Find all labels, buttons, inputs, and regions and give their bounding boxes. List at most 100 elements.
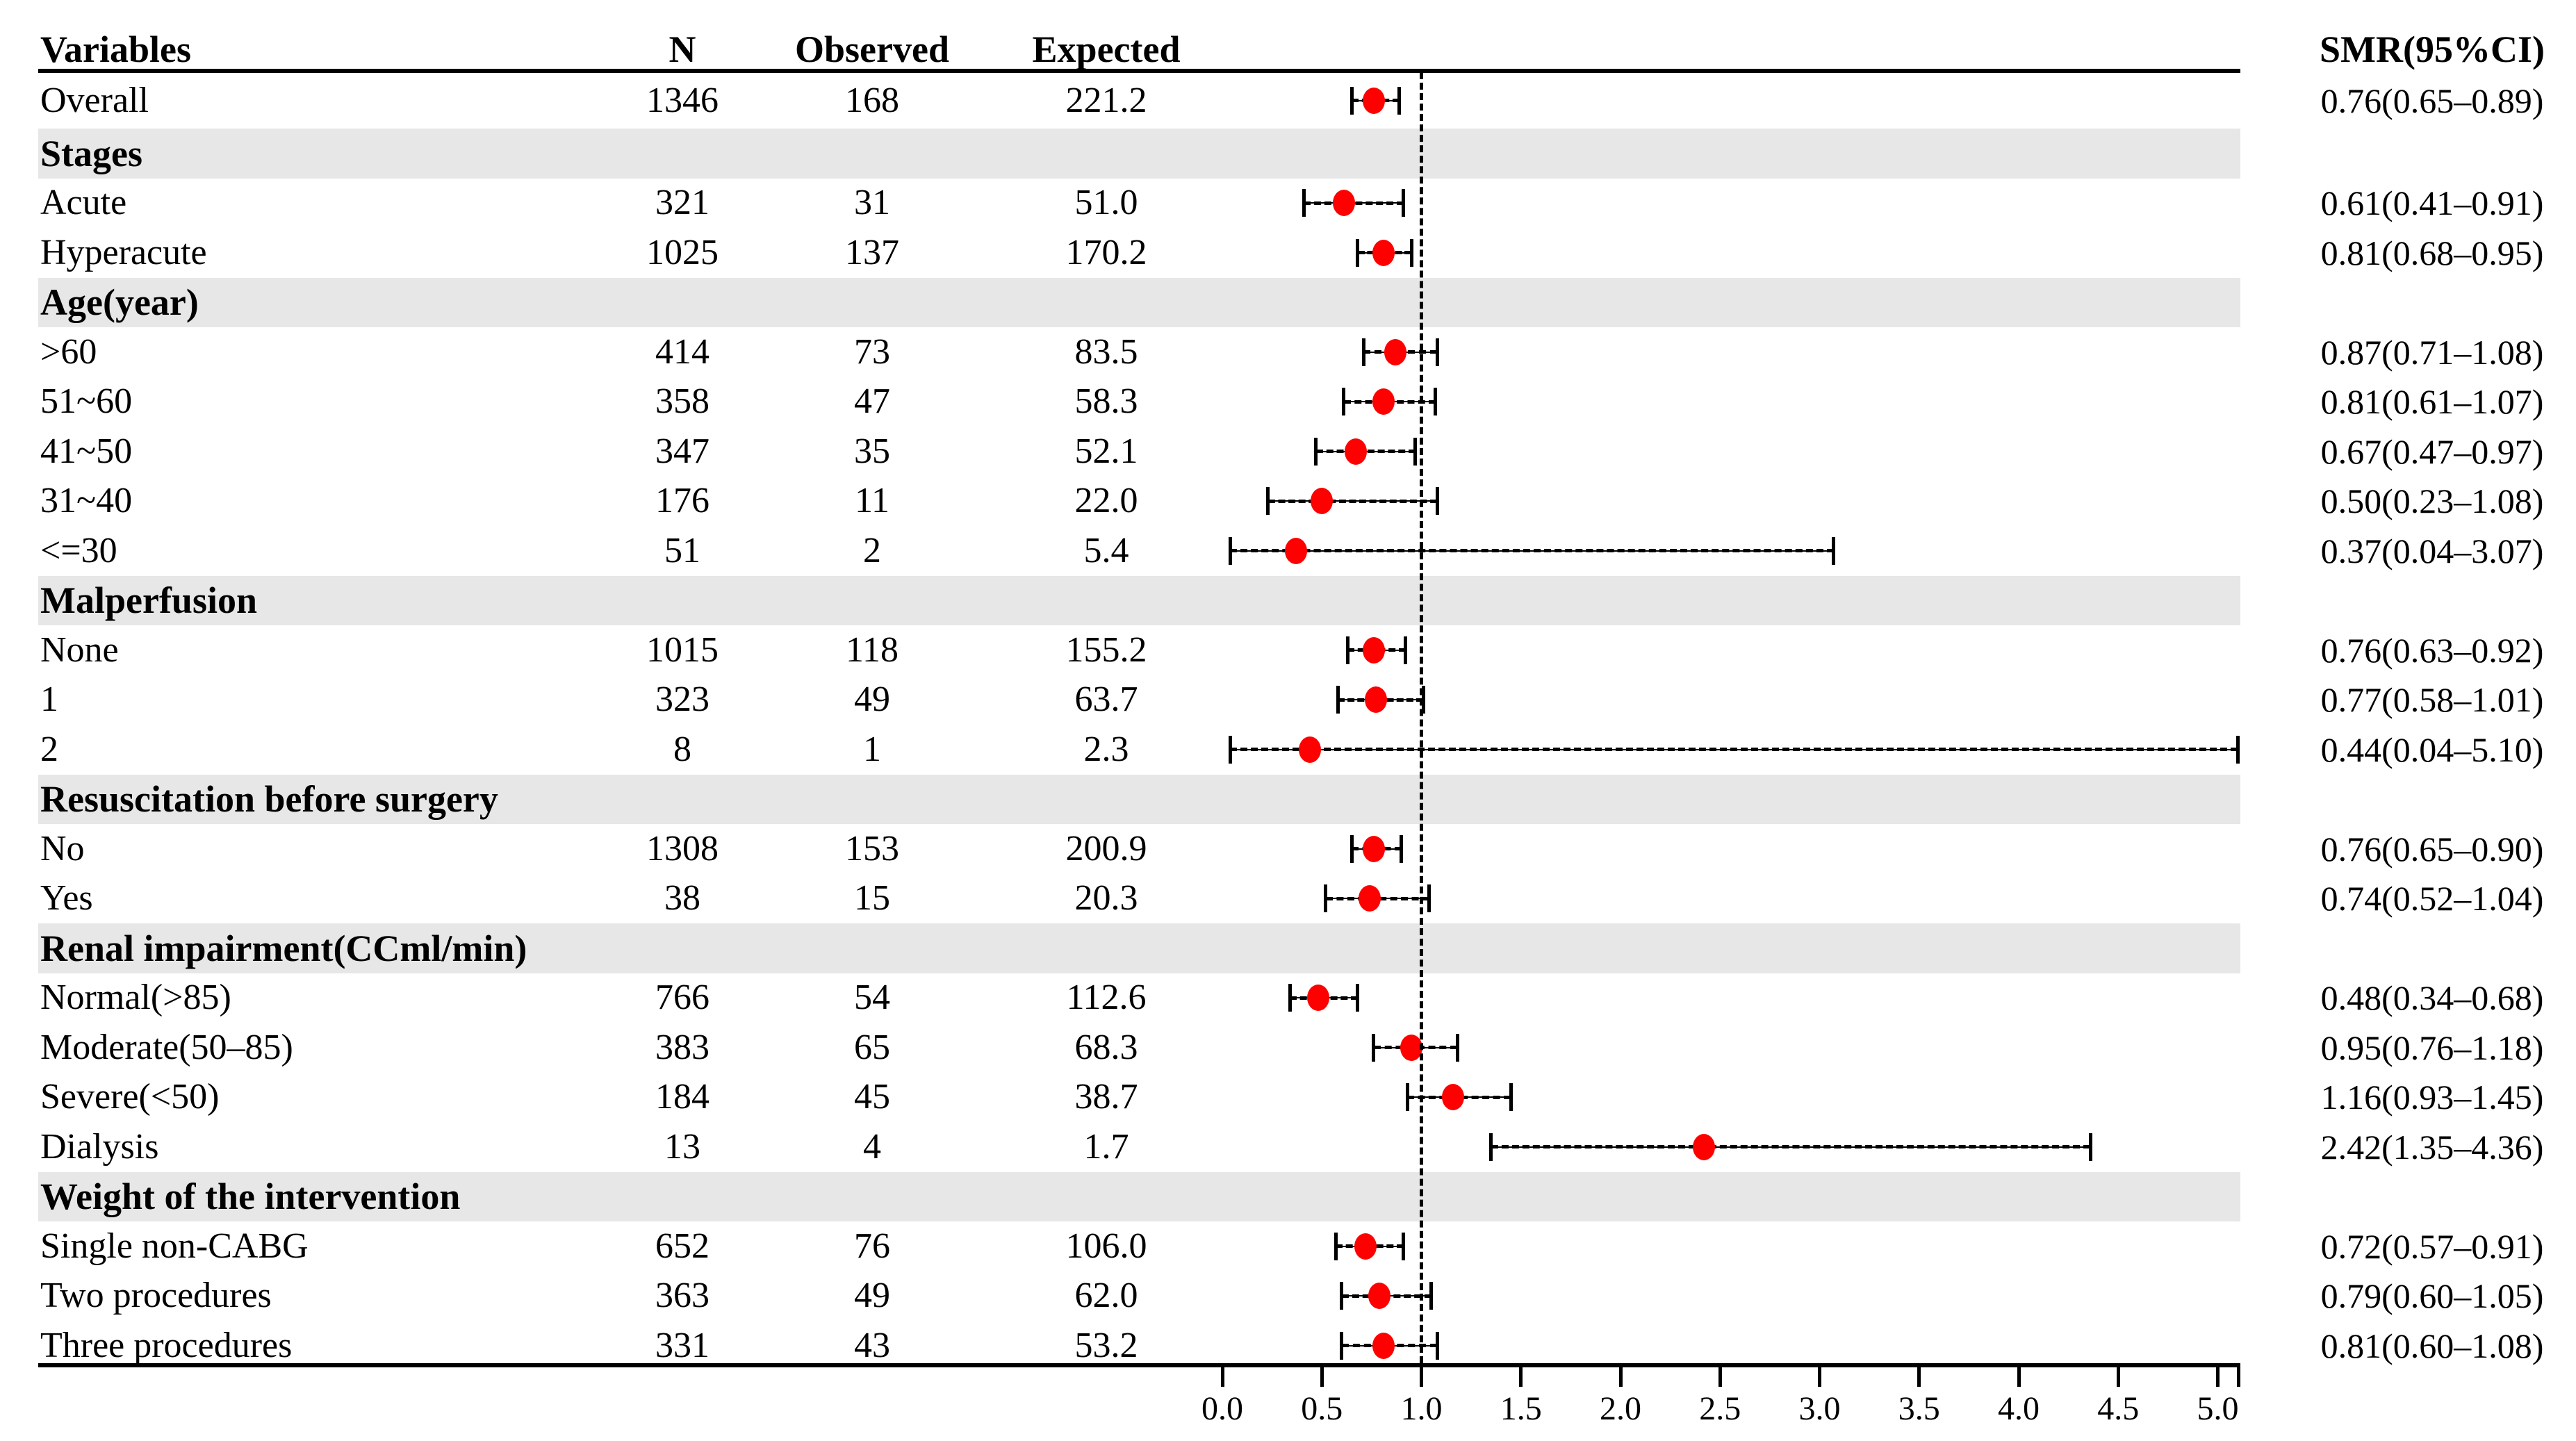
cell-n: 766: [655, 978, 709, 1018]
cell-smr-ci: 0.50(0.23–1.08): [2320, 481, 2544, 521]
cell-n: 1015: [646, 629, 719, 670]
ci-cap-low: [1228, 735, 1232, 764]
x-axis-tick-label: 1.0: [1400, 1390, 1443, 1427]
point-estimate-marker: [1372, 239, 1395, 266]
row-label: 31~40: [40, 481, 133, 521]
cell-observed: 35: [854, 431, 890, 471]
ci-cap-high: [1429, 1282, 1434, 1310]
cell-n: 51: [664, 530, 700, 570]
table-row: 2 8 1 2.3 0.44(0.04–5.10): [0, 725, 2576, 775]
column-header-n: N: [668, 28, 696, 70]
table-row: >60 414 73 83.5 0.87(0.71–1.08): [0, 327, 2576, 377]
x-axis-tick: [1917, 1367, 1921, 1387]
cell-smr-ci: 0.81(0.61–1.07): [2320, 382, 2544, 422]
cell-n: 8: [673, 729, 691, 769]
x-axis-tick: [2116, 1367, 2120, 1387]
table-row: <=30 51 2 5.4 0.37(0.04–3.07): [0, 526, 2576, 576]
section-row: Renal impairment(CCml/min): [0, 923, 2576, 973]
cell-expected: 5.4: [1083, 530, 1129, 570]
ci-cap-high: [1402, 1232, 1406, 1260]
cell-observed: 4: [863, 1126, 881, 1167]
x-axis-tick: [1519, 1367, 1523, 1387]
cell-observed: 43: [854, 1325, 890, 1365]
section-band: [38, 774, 2240, 824]
cell-n: 652: [655, 1226, 709, 1266]
cell-observed: 49: [854, 680, 890, 720]
point-estimate-marker: [1344, 438, 1367, 465]
cell-n: 184: [655, 1077, 709, 1117]
row-label: Stages: [40, 132, 142, 174]
x-axis-tick-label: 0.5: [1301, 1390, 1343, 1427]
ci-cap-low: [1266, 487, 1270, 516]
x-axis-tick-label: 1.5: [1500, 1390, 1542, 1427]
ci-cap-high: [1509, 1083, 1513, 1112]
ci-cap-high: [1400, 834, 1404, 863]
table-row: No 1308 153 200.9 0.76(0.65–0.90): [0, 824, 2576, 874]
ci-cap-low: [1336, 686, 1340, 714]
cell-observed: 153: [845, 828, 899, 868]
ci-cap-low: [1340, 1331, 1344, 1360]
cell-n: 176: [655, 481, 709, 521]
ci-dashes: [1491, 1145, 2091, 1149]
x-axis-tick: [1320, 1367, 1324, 1387]
cell-n: 1025: [646, 232, 719, 272]
ci-cap-low: [1342, 388, 1346, 416]
ci-cap-high: [1413, 437, 1418, 466]
column-header-observed: Observed: [795, 28, 949, 70]
cell-expected: 200.9: [1065, 828, 1147, 868]
cell-n: 383: [655, 1027, 709, 1067]
ci-cap-high: [1409, 238, 1413, 267]
point-estimate-marker: [1362, 87, 1385, 114]
point-estimate-marker: [1693, 1133, 1716, 1160]
axis-line: [38, 1363, 2240, 1367]
x-axis-tick: [2216, 1367, 2220, 1387]
cell-observed: 31: [854, 183, 890, 223]
table-row: Single non-CABG 652 76 106.0 0.72(0.57–0.91): [0, 1221, 2576, 1271]
row-label: No: [40, 828, 85, 868]
cell-expected: 52.1: [1074, 431, 1138, 471]
point-estimate-marker: [1384, 338, 1407, 365]
column-header-smr-ci: SMR(95%CI): [2320, 28, 2545, 70]
x-axis-tick-label: 4.0: [1998, 1390, 2040, 1427]
row-label: Single non-CABG: [40, 1226, 309, 1266]
point-estimate-marker: [1362, 835, 1385, 862]
x-axis-tick-label: 3.0: [1798, 1390, 1841, 1427]
column-header-variables: Variables: [40, 28, 192, 70]
cell-expected: 155.2: [1065, 629, 1147, 670]
table-row: Three procedures 331 43 53.2 0.81(0.60–1.08): [0, 1321, 2576, 1371]
cell-expected: 51.0: [1074, 183, 1138, 223]
table-row: Hyperacute 1025 137 170.2 0.81(0.68–0.95): [0, 228, 2576, 278]
point-estimate-marker: [1299, 736, 1322, 763]
cell-observed: 45: [854, 1077, 890, 1117]
table-row: Acute 321 31 51.0 0.61(0.41–0.91): [0, 179, 2576, 229]
row-label: Weight of the intervention: [40, 1176, 461, 1218]
point-estimate-marker: [1400, 1034, 1423, 1061]
cell-smr-ci: 0.95(0.76–1.18): [2320, 1028, 2544, 1067]
ci-dashes: [1268, 499, 1438, 503]
x-axis-end-tick: [2237, 1367, 2240, 1387]
cell-observed: 73: [854, 331, 890, 372]
cell-observed: 168: [845, 80, 899, 120]
row-label: Resuscitation before surgery: [40, 778, 498, 821]
cell-smr-ci: 0.37(0.04–3.07): [2320, 531, 2544, 570]
ci-cap-low: [1489, 1133, 1493, 1161]
ci-cap-high: [1435, 338, 1439, 366]
cell-n: 38: [664, 878, 700, 919]
cell-expected: 170.2: [1065, 232, 1147, 272]
x-axis-tick-label: 2.5: [1699, 1390, 1741, 1427]
point-estimate-marker: [1354, 1233, 1377, 1260]
ci-cap-low: [1361, 338, 1365, 366]
cell-expected: 106.0: [1065, 1226, 1147, 1266]
cell-expected: 112.6: [1066, 978, 1147, 1018]
cell-observed: 118: [845, 629, 899, 670]
row-label: Hyperacute: [40, 232, 207, 272]
cell-n: 323: [655, 680, 709, 720]
ci-cap-low: [1324, 884, 1328, 913]
point-estimate-marker: [1359, 885, 1381, 912]
ci-cap-high: [1421, 686, 1425, 714]
ci-cap-low: [1349, 86, 1354, 115]
ci-cap-high: [1435, 1331, 1439, 1360]
cell-n: 347: [655, 431, 709, 471]
row-label: 1: [40, 680, 58, 720]
point-estimate-marker: [1285, 537, 1307, 564]
